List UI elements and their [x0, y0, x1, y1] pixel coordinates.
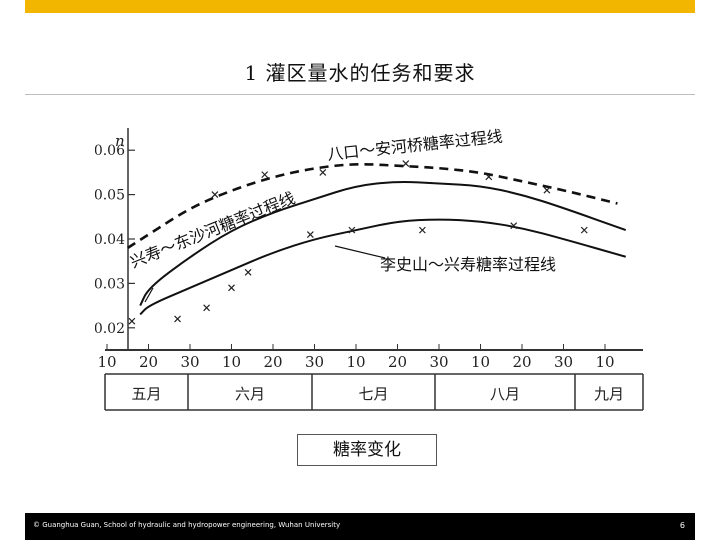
data-point	[402, 160, 410, 167]
x-tick-label: 30	[429, 353, 448, 371]
series-label-2: 李史山～兴寿糖率过程线	[380, 255, 556, 274]
x-tick-label: 20	[388, 353, 407, 371]
slide-title: 1 灌区量水的任务和要求	[244, 61, 476, 85]
y-tick-label: 0.03	[95, 276, 125, 292]
data-point	[211, 191, 219, 199]
month-labels: 五月 六月 七月 八月 九月	[131, 374, 624, 410]
series-line-2	[139, 218, 627, 316]
x-tick-label: 30	[180, 353, 199, 371]
data-point	[228, 284, 235, 292]
y-tick-label: 0.05	[95, 188, 125, 204]
month-label: 九月	[594, 385, 624, 403]
y-axis-label: n	[115, 132, 125, 150]
data-point	[128, 317, 136, 325]
x-tick-label: 10	[346, 353, 365, 371]
x-axis-day-ticks: 10 20 30 10 20 30 10 20 30 10 20 30 10	[97, 344, 615, 371]
series-labels: 八口～安河桥糖率过程线兴寿～东沙河糖率过程线李史山～兴寿糖率过程线	[127, 127, 556, 303]
top-accent-bar	[25, 0, 695, 13]
data-point	[418, 226, 426, 234]
series-lines	[127, 162, 627, 316]
page-number: 6	[679, 521, 685, 530]
title-divider	[25, 94, 695, 95]
sugar-rate-chart: 0.06 0.05 0.04 0.03 0.02 n 八口～安河桥糖率过程线兴寿～东沙河…	[95, 127, 644, 411]
x-tick-label: 20	[139, 353, 158, 371]
chart-caption: 糖率变化	[297, 434, 437, 466]
x-tick-label: 30	[554, 353, 573, 371]
x-tick-label: 10	[471, 353, 490, 371]
series-line-1	[139, 181, 627, 307]
data-point	[543, 186, 551, 194]
x-tick-label: 10	[222, 353, 241, 371]
x-tick-label: 10	[595, 353, 614, 371]
y-axis-ticks: 0.06 0.05 0.04 0.03 0.02	[95, 143, 135, 337]
data-point	[203, 304, 211, 312]
footer-copyright: © Guanghua Guan, School of hydraulic and…	[33, 521, 341, 529]
data-point	[174, 315, 181, 323]
x-tick-label: 30	[305, 353, 324, 371]
x-tick-label: 20	[512, 353, 531, 371]
data-point	[580, 226, 588, 234]
scatter-points	[128, 160, 588, 325]
footer-bar: © Guanghua Guan, School of hydraulic and…	[25, 513, 695, 540]
y-tick-label: 0.02	[95, 321, 125, 337]
data-point	[306, 231, 314, 238]
month-label: 五月	[131, 385, 161, 403]
month-label: 七月	[358, 385, 388, 403]
series-label-0: 八口～安河桥糖率过程线	[326, 127, 503, 164]
data-point	[244, 268, 252, 276]
data-point	[261, 171, 269, 179]
data-point	[510, 222, 518, 230]
y-tick-label: 0.06	[95, 143, 125, 159]
data-point	[319, 168, 327, 176]
month-label: 六月	[235, 385, 265, 403]
data-point	[348, 226, 356, 234]
series-label-1: 兴寿～东沙河糖率过程线	[127, 188, 297, 272]
x-tick-label: 10	[97, 353, 116, 371]
month-band: 五月 六月 七月 八月 九月	[104, 373, 644, 411]
series-line-0	[127, 162, 618, 249]
data-point	[485, 173, 493, 181]
x-tick-label: 20	[263, 353, 282, 371]
month-label: 八月	[490, 385, 520, 403]
y-tick-label: 0.04	[95, 232, 125, 248]
